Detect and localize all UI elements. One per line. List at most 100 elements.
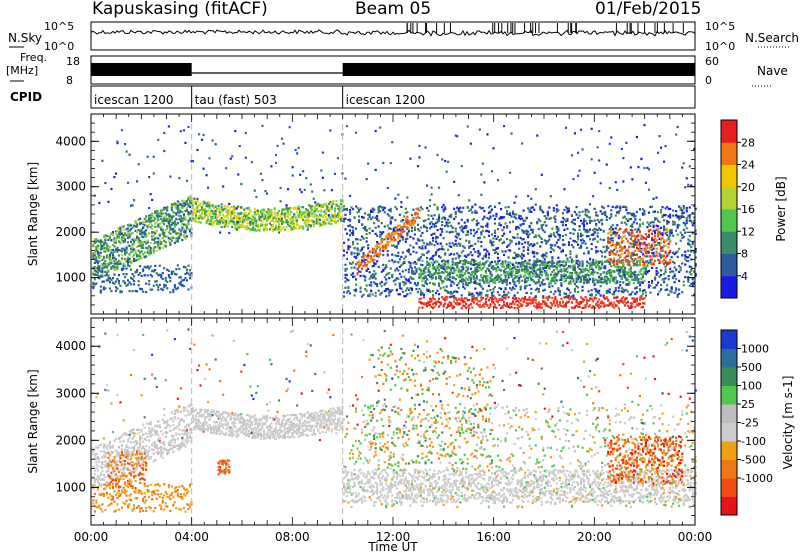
power-cell [296,223,299,227]
power-cell [595,302,598,305]
power-cell [561,249,565,253]
power-cell [246,214,249,217]
power-cell [435,253,438,256]
power-cell [595,297,598,300]
power-cell [173,202,176,205]
power-cell [264,190,267,193]
power-cell [344,263,347,266]
power-cell [148,214,151,217]
power-cell [524,260,527,263]
power-cell [435,268,438,272]
power-cell [253,211,256,214]
power-cell [410,289,414,292]
power-cell [120,267,124,270]
power-cell [472,281,475,284]
power-cell [389,222,392,225]
power-cell [453,270,456,274]
power-cell [445,298,448,301]
power-cell [418,239,421,242]
power-cell [503,125,506,128]
power-cell [503,216,506,219]
power-cell [382,161,385,164]
power-cell [478,293,481,296]
power-cell [489,305,492,308]
power-cell [509,273,512,276]
power-cell [120,254,124,257]
power-cell [572,246,575,249]
power-cell [460,218,463,221]
power-cell [403,222,406,225]
power-cell [278,223,281,226]
power-cell [551,296,554,299]
power-cell [596,235,599,238]
power-cell [385,247,388,250]
power-cell [552,299,555,302]
power-cell [226,208,229,212]
power-cell [128,223,131,226]
power-cell [191,217,195,220]
power-cell [264,227,267,230]
power-cell [599,182,602,185]
power-cell [169,279,172,283]
power-cell [403,260,406,263]
power-cell [173,286,176,289]
power-cell [507,249,510,252]
power-cell [356,252,359,255]
power-cell [234,223,237,226]
power-cell [409,253,412,256]
power-cell [410,287,414,290]
power-cell [504,262,507,265]
power-cell [198,210,201,213]
power-cell [453,262,456,265]
power-cell [158,238,161,241]
power-cell [288,126,291,129]
power-cell [474,260,477,263]
power-cell [575,279,578,282]
power-cell [204,214,207,217]
power-cell [522,238,525,241]
power-cell [306,209,309,212]
power-cell [462,301,465,304]
power-cell [419,297,423,300]
power-cell [244,227,247,230]
power-cell [362,237,365,240]
power-cell [182,278,186,282]
power-cell [475,222,478,226]
power-cell [104,270,107,273]
power-cell [164,241,167,244]
power-cell [492,280,495,283]
power-cell [493,229,497,232]
power-cell [282,226,285,229]
power-cell [160,225,163,229]
power-cell [546,214,549,217]
power-cell [525,266,528,270]
power-cell [361,267,364,270]
power-cell [326,218,329,221]
power-cell [374,262,377,265]
power-cell [463,279,466,282]
power-cell [96,251,99,254]
power-cell [490,274,494,277]
power-cell [537,301,540,304]
power-cell [149,251,152,254]
power-cell [389,237,392,240]
power-cell [184,141,187,144]
power-cell [439,242,442,245]
power-cell [167,214,170,217]
power-cell [394,245,397,248]
power-cell [542,279,545,282]
power-cell [232,222,235,225]
power-cell [554,244,557,247]
power-cell [181,226,184,229]
power-cell [293,227,296,230]
power-cell [421,280,424,283]
power-cell [436,289,439,292]
power-cell [453,300,456,303]
power-cell [349,234,352,237]
power-cell [110,289,113,293]
power-cell [359,286,362,289]
power-cell [243,208,246,211]
power-cell [355,288,358,291]
power-cell [558,289,561,293]
power-cell [590,219,593,223]
